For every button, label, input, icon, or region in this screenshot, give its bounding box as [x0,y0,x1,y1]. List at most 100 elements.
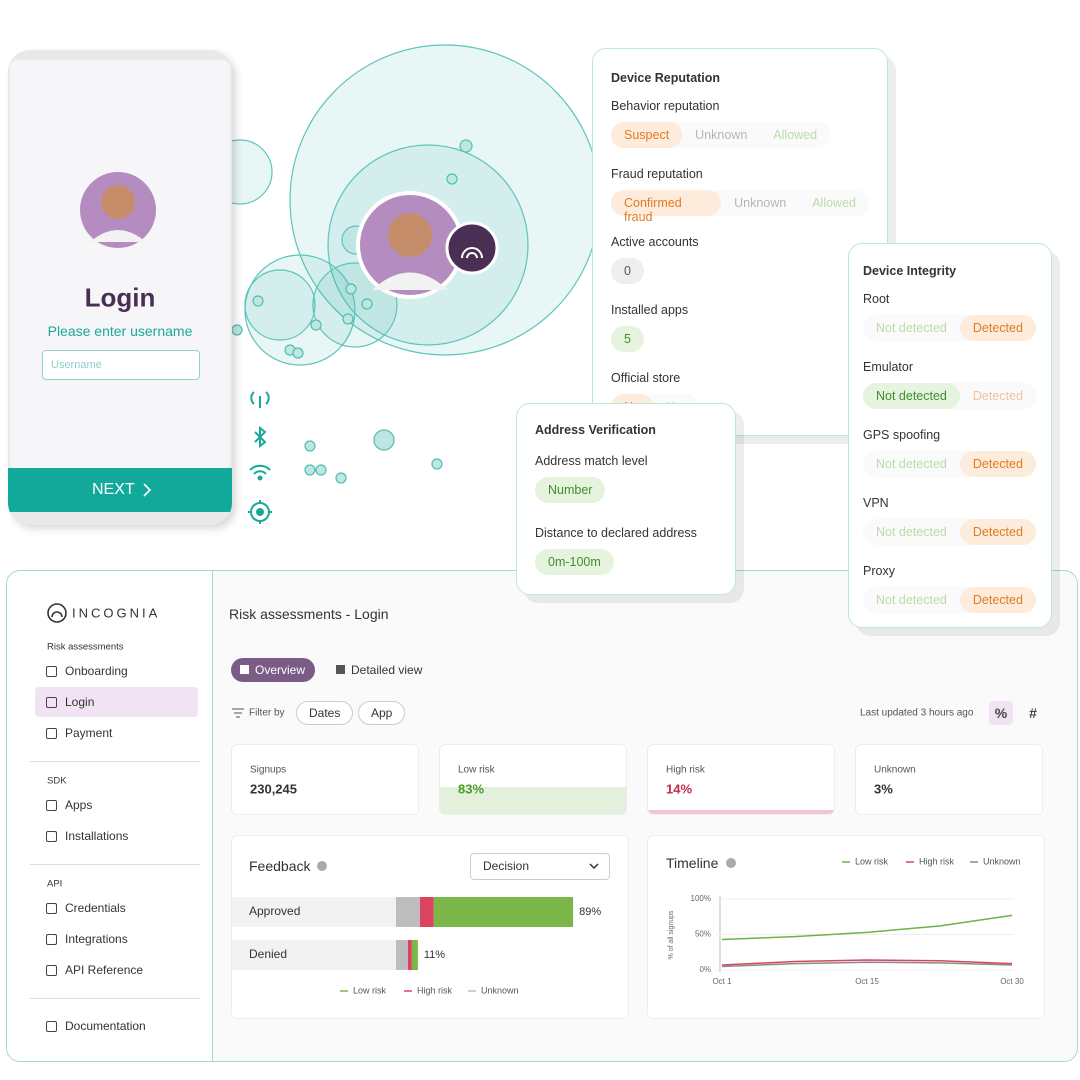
option-pill: Detected [959,315,1036,341]
feedback-title: Feedback [249,858,311,874]
row-label: Fraud reputation [611,167,703,181]
view-toggle[interactable]: % [989,701,1013,725]
row-label: Official store [611,371,681,385]
tab-label: Detailed view [351,663,423,677]
card-title: Device Reputation [611,71,721,85]
row-label: Proxy [863,564,895,578]
tab[interactable]: Overview [231,658,316,682]
row-label: Behavior reputation [611,99,720,113]
bar-segment [433,897,574,927]
nav-item[interactable]: API Reference [65,963,144,977]
option-pill: Not detected [876,525,947,539]
stat-value: 83% [458,781,485,797]
bar-segment [407,940,412,970]
y-tick-label: 50% [695,930,711,939]
row: Not detected Detected [863,377,1037,428]
category-label: Approved [249,904,300,918]
row: Not detected Detected [863,513,1037,564]
info-icon [317,861,327,871]
last-updated: Last updated 3 hours ago [860,707,974,719]
legend-label: Unknown [983,856,1021,866]
stat-value: 3% [874,781,893,797]
tab-icon [240,665,249,674]
option-pill: Suspect [611,122,683,148]
timeline-card [647,835,1045,1019]
option-pill: Detected [972,389,1023,403]
nav-item[interactable]: Login [65,695,95,709]
x-tick-label: Oct 30 [1000,977,1024,986]
row-label: Address match level [535,454,648,468]
stat-band [648,810,834,814]
line [721,959,1013,966]
nav-item[interactable]: Installations [65,829,129,843]
divider [30,761,200,762]
row: 0 [611,252,869,303]
row-label: Emulator [863,360,914,374]
section-heading: SDK [47,775,67,787]
option-group: Not detected Detected [863,315,1036,341]
row-band [232,897,396,927]
option-group: 0 [611,258,644,284]
nav-item[interactable]: Integrations [65,932,128,946]
nav-item[interactable]: Documentation [65,1019,146,1033]
option-pill: Number [535,477,606,503]
next-button[interactable]: NEXT [8,468,232,512]
row: Confirmed fraud Unknown Allowed [611,184,869,235]
row-label: Distance to declared address [535,526,697,540]
nav-icon [46,965,57,976]
dropdown[interactable]: Decision [470,853,610,880]
row: Not detected Detected [863,309,1037,360]
nav-item[interactable]: Credentials [65,901,126,915]
option-pill: Allowed [812,196,856,210]
chevron [143,483,152,497]
toggle-label: # [1029,705,1037,721]
row-label: VPN [863,496,889,510]
option-group: Suspect Unknown Allowed [611,122,831,148]
row-label: Root [863,292,890,306]
divider [30,998,200,999]
y-tick-label: 0% [699,965,711,974]
login-title: Login [84,282,156,313]
stat-label: Unknown [874,764,916,776]
stat-value: 14% [666,781,693,797]
username-input[interactable]: Username [42,350,200,380]
row: 0m-100m [535,543,717,594]
filter-label: Filter by [249,707,285,719]
legend-label: Low risk [855,856,889,866]
nav-item[interactable]: Payment [65,726,113,740]
filter-label: Dates [309,706,341,720]
option-group: 0m-100m [535,549,614,575]
y-axis-label: % of all signups [668,910,675,960]
option-pill: Not detected [876,457,947,471]
filter-button[interactable]: Dates [296,701,354,725]
tab[interactable]: Detailed view [327,658,432,682]
option-pill: Confirmed fraud [611,190,722,224]
option-pill: Not detected [863,383,960,409]
view-toggle[interactable]: # [1021,701,1045,725]
device-reputation-card: Device Reputation Behavior reputation Sus… [592,48,888,436]
nav-item[interactable]: Apps [65,798,93,812]
option-group: Not detected Detected [863,587,1036,613]
option-pill: Detected [959,519,1036,545]
card-title: Device Integrity [863,264,957,278]
nav-icon [46,1021,57,1032]
phone: Login Please enter username Username NEX… [8,50,232,525]
option-pill: Detected [959,587,1036,613]
row: Suspect Unknown Allowed [611,116,869,167]
stat-label: Low risk [458,764,495,776]
login-prompt: Please enter username [47,323,193,339]
filter-button[interactable]: App [358,701,406,725]
nav-highlight [35,687,198,717]
bar-segment [411,940,418,970]
nav-item[interactable]: Onboarding [65,664,128,678]
row: Number [535,471,717,526]
stat-card: High risk 14% [647,744,835,815]
nav-icon [46,666,57,677]
option-pill: Not detected [876,593,947,607]
x-tick-label: Oct 15 [855,977,879,986]
stat-label: Signups [250,764,287,776]
line [721,961,1013,968]
address-verification-card: Address Verification Address match level… [516,403,736,595]
